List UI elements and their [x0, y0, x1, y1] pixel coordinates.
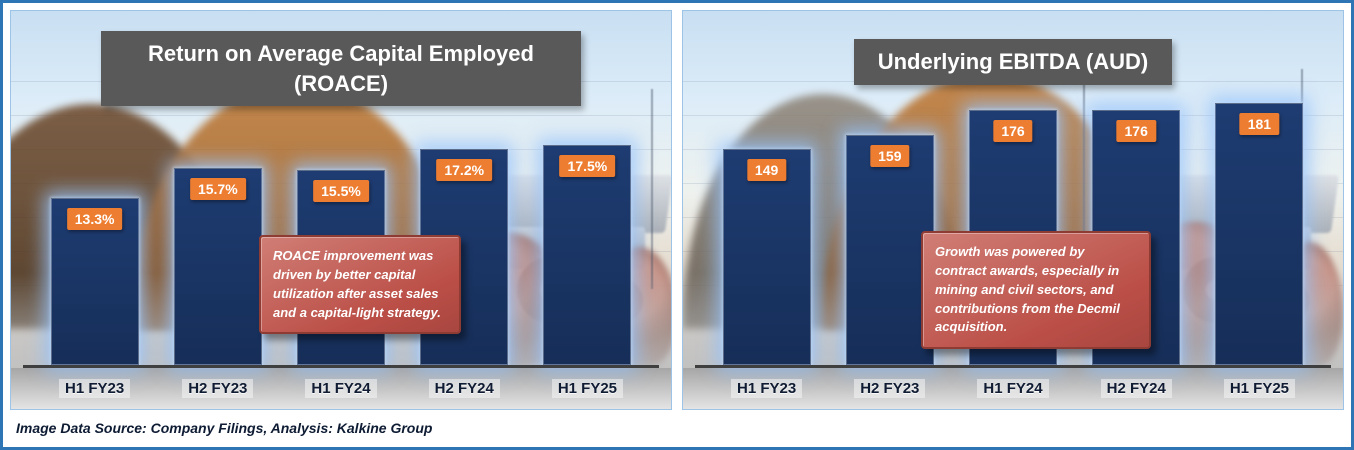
mast-decoration: [651, 89, 653, 289]
category-label: H1 FY23: [59, 379, 131, 398]
axis-cell: H2 FY24: [1075, 368, 1198, 409]
bar-cell: 17.5%: [526, 145, 649, 365]
axis-cell: H1 FY23: [33, 368, 156, 409]
chart-title: Underlying EBITDA (AUD): [853, 39, 1173, 85]
bar-value-label: 13.3%: [66, 208, 123, 230]
x-axis: H1 FY23 H2 FY23 H1 FY24 H2 FY24 H1 FY25: [705, 368, 1321, 409]
bar-value-label: 17.2%: [436, 159, 493, 181]
roace-chart-panel: Return on Average Capital Employed (ROAC…: [10, 10, 672, 410]
bar-value-label: 159: [870, 145, 910, 167]
axis-cell: H2 FY23: [156, 368, 279, 409]
bars-area: 13.3% 15.7% 15.5% 17.2% 17.5%: [33, 145, 649, 365]
bar-value-label: 176: [1116, 120, 1156, 142]
category-label: H1 FY24: [977, 379, 1049, 398]
source-note: Image Data Source: Company Filings, Anal…: [16, 420, 433, 436]
mast-decoration: [1083, 79, 1085, 259]
bar-cell: 181: [1198, 103, 1321, 365]
chart-title: Return on Average Capital Employed (ROAC…: [101, 31, 581, 107]
bar-h2-fy23: 159: [845, 135, 934, 365]
axis-cell: H2 FY24: [403, 368, 526, 409]
bar-value-label: 176: [993, 120, 1033, 142]
bar-cell: 159: [828, 135, 951, 365]
category-label: H1 FY25: [1223, 379, 1296, 398]
axis-cell: H1 FY25: [1198, 368, 1321, 409]
category-label: H1 FY25: [551, 379, 624, 398]
category-label: H2 FY23: [854, 379, 926, 398]
bar-cell: 13.3%: [33, 198, 156, 365]
bar-h1-fy25: 181: [1215, 103, 1304, 365]
bar-value-label: 15.7%: [189, 178, 246, 200]
axis-cell: H2 FY23: [828, 368, 951, 409]
category-label: H1 FY24: [305, 379, 377, 398]
category-label: H2 FY23: [182, 379, 254, 398]
bar-value-label: 17.5%: [559, 155, 616, 177]
bar-h1-fy23: 13.3%: [50, 198, 139, 365]
axis-cell: H1 FY25: [526, 368, 649, 409]
bar-h1-fy25: 17.5%: [543, 145, 632, 365]
category-label: H2 FY24: [1100, 379, 1172, 398]
axis-cell: H1 FY24: [951, 368, 1074, 409]
bar-cell: 15.7%: [156, 168, 279, 365]
annotation-callout: Growth was powered by contract awards, e…: [921, 231, 1151, 350]
category-label: H1 FY23: [731, 379, 803, 398]
bar-value-label: 181: [1239, 113, 1280, 135]
bar-value-label: 149: [746, 159, 787, 181]
axis-cell: H1 FY24: [279, 368, 402, 409]
charts-row: Return on Average Capital Employed (ROAC…: [10, 10, 1344, 410]
annotation-callout: ROACE improvement was driven by better c…: [259, 235, 461, 335]
x-axis: H1 FY23 H2 FY23 H1 FY24 H2 FY24 H1 FY25: [33, 368, 649, 409]
ebitda-chart-panel: Underlying EBITDA (AUD) 149 159 176 176 181 …: [682, 10, 1344, 410]
category-label: H2 FY24: [428, 379, 500, 398]
axis-cell: H1 FY23: [705, 368, 828, 409]
bar-h2-fy23: 15.7%: [173, 168, 262, 365]
bar-h1-fy23: 149: [722, 149, 811, 365]
bar-cell: 149: [705, 149, 828, 365]
x-axis-baseline: [695, 365, 1331, 368]
bar-value-label: 15.5%: [313, 180, 369, 202]
x-axis-baseline: [23, 365, 659, 368]
